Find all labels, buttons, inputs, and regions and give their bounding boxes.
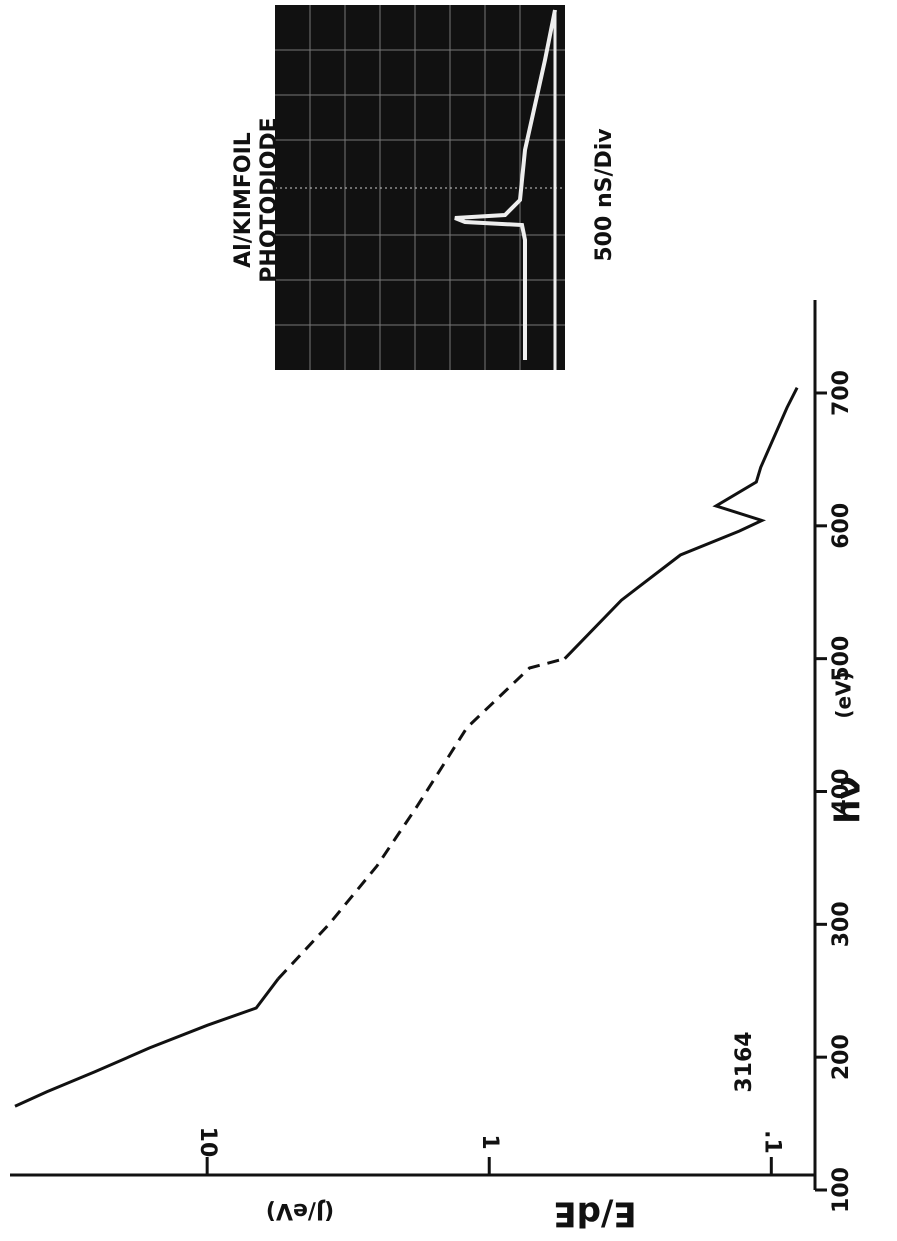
- inset-title: PHOTODIODE: [257, 117, 282, 282]
- x-tick-label: 700: [829, 370, 854, 416]
- annotation: 3164: [732, 1031, 757, 1092]
- x-tick-label: 100: [829, 1167, 854, 1213]
- y-tick-label: .1: [759, 1130, 784, 1154]
- x-axis-unit: (eV): [832, 671, 856, 718]
- oscilloscope-inset: [275, 5, 565, 370]
- x-axis-label: hν: [829, 776, 869, 823]
- x-tick-label: 600: [829, 503, 854, 549]
- data-line: [15, 979, 278, 1107]
- inset-title: Al/KIMFOIL: [231, 132, 256, 268]
- chart: 100200300400500600700.1110E/dE(J/eV)hν(e…: [0, 0, 897, 1241]
- data-line: [565, 388, 797, 659]
- x-tick-label: 200: [829, 1034, 854, 1080]
- y-tick-label: 10: [195, 1127, 220, 1158]
- y-tick-label: 1: [477, 1134, 502, 1149]
- x-tick-label: 300: [829, 901, 854, 947]
- y-axis-unit: (J/eV): [266, 1198, 334, 1223]
- y-axis-label: E/dE: [553, 1194, 636, 1234]
- data-line: [278, 659, 565, 979]
- inset-caption: 500 nS/Div: [592, 128, 617, 262]
